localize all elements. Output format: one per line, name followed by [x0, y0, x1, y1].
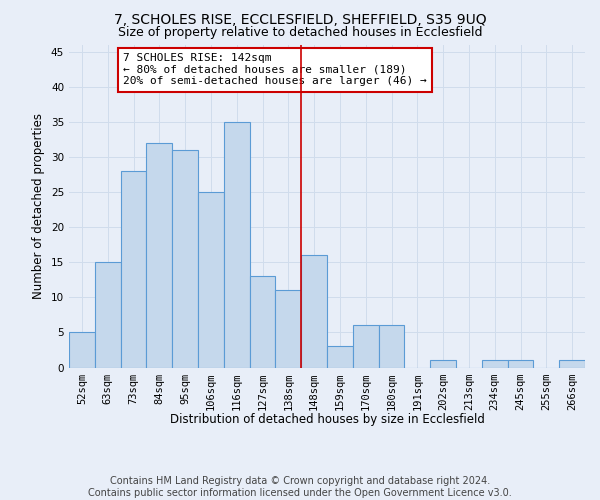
- X-axis label: Distribution of detached houses by size in Ecclesfield: Distribution of detached houses by size …: [170, 412, 484, 426]
- Y-axis label: Number of detached properties: Number of detached properties: [32, 114, 46, 299]
- Text: 7, SCHOLES RISE, ECCLESFIELD, SHEFFIELD, S35 9UQ: 7, SCHOLES RISE, ECCLESFIELD, SHEFFIELD,…: [113, 12, 487, 26]
- Bar: [301, 256, 327, 368]
- Text: 7 SCHOLES RISE: 142sqm
← 80% of detached houses are smaller (189)
20% of semi-de: 7 SCHOLES RISE: 142sqm ← 80% of detached…: [123, 53, 427, 86]
- Bar: [250, 276, 275, 368]
- Bar: [146, 143, 172, 368]
- Bar: [353, 326, 379, 368]
- Bar: [327, 346, 353, 368]
- Bar: [275, 290, 301, 368]
- Bar: [224, 122, 250, 368]
- Bar: [121, 171, 146, 368]
- Bar: [95, 262, 121, 368]
- Bar: [172, 150, 198, 368]
- Bar: [482, 360, 508, 368]
- Bar: [198, 192, 224, 368]
- Bar: [379, 326, 404, 368]
- Text: Size of property relative to detached houses in Ecclesfield: Size of property relative to detached ho…: [118, 26, 482, 39]
- Text: Contains HM Land Registry data © Crown copyright and database right 2024.
Contai: Contains HM Land Registry data © Crown c…: [88, 476, 512, 498]
- Bar: [508, 360, 533, 368]
- Bar: [69, 332, 95, 368]
- Bar: [559, 360, 585, 368]
- Bar: [430, 360, 456, 368]
